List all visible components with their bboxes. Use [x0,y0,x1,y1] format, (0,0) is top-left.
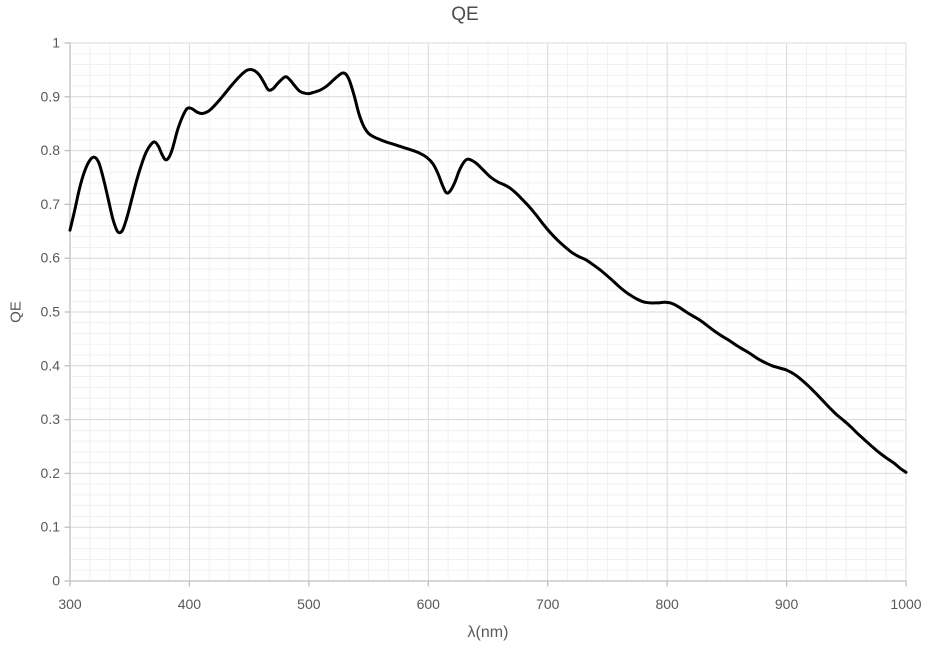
x-tick-label: 800 [655,596,679,612]
chart-title: QE [451,4,479,25]
y-axis-title: QE [7,301,25,323]
y-tick-label: 0.3 [41,411,61,427]
y-tick-label: 0.5 [41,304,61,320]
y-tick-label: 0.8 [41,142,61,158]
y-tick-label: 0.4 [41,357,61,373]
x-tick-label: 300 [58,596,82,612]
x-tick-label: 700 [536,596,560,612]
axes [64,42,907,587]
x-axis-title: λ(nm) [467,624,509,641]
y-tick-label: 0 [52,573,60,589]
y-tick-label: 0.9 [41,88,61,104]
y-tick-label: 0.7 [41,196,61,212]
series-group [68,68,908,474]
x-tick-label: 600 [417,596,441,612]
x-tick-label: 1000 [890,596,921,612]
tick-labels: 300 400 500 600 700 800 900 1000 0 0.1 0.2 0.3 0.4 0.… [41,35,922,613]
major-gridlines [70,42,907,581]
y-tick-label: 0.2 [41,465,61,481]
x-tick-label: 500 [297,596,321,612]
y-tick-label: 0.1 [41,519,61,535]
y-tick-label: 0.6 [41,250,61,266]
x-tick-label: 900 [775,596,799,612]
qe-curve [68,68,908,474]
y-tick-label: 1 [52,35,60,51]
x-tick-label: 400 [178,596,202,612]
